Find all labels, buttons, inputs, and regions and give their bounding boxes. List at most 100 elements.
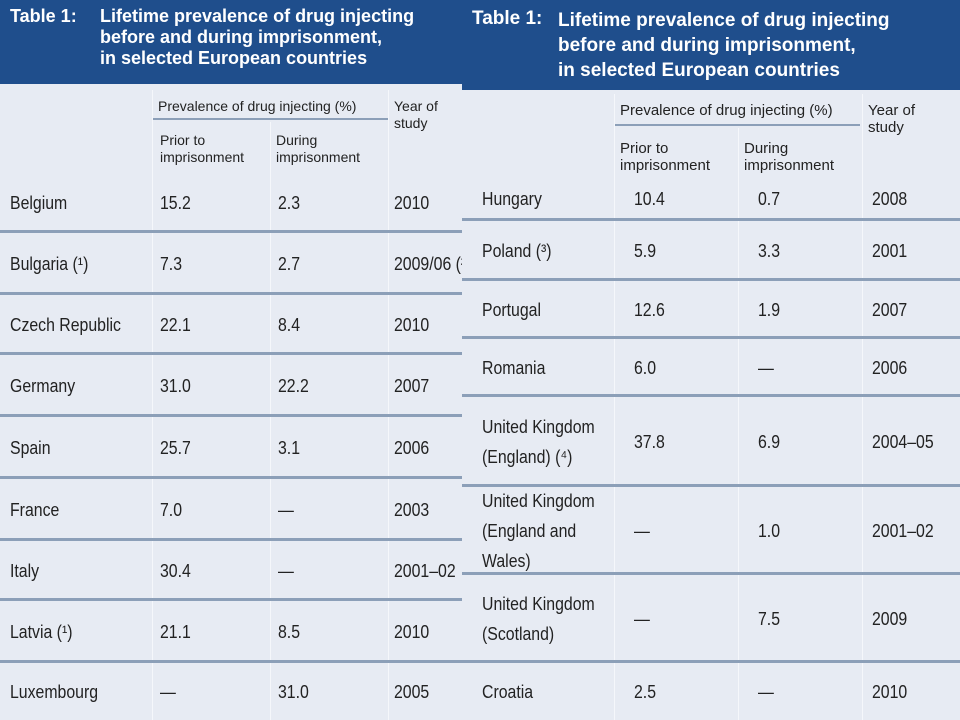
left-row-separator (0, 352, 462, 355)
right-row-separator (462, 572, 960, 575)
right-cell-during: 7.5 (758, 608, 781, 629)
left-cell-prior: 31.0 (160, 375, 191, 396)
right-row-separator (462, 336, 960, 339)
right-row-separator (462, 278, 960, 281)
left-header-prior: Prior to imprisonment (160, 132, 245, 165)
right-title-line-1: Lifetime prevalence of drug injecting (558, 10, 890, 31)
left-cell-country: Germany (10, 375, 76, 396)
left-title-line-2: before and during imprisonment, (100, 27, 383, 47)
right-cell-prior: 2.5 (634, 681, 657, 702)
left-cell-year: 2003 (394, 499, 430, 520)
left-row-separator (0, 538, 462, 541)
left-table-panel: Table 1: Lifetime prevalence of drug inj… (0, 0, 462, 720)
right-col-divider-2 (738, 128, 739, 720)
right-cell-year: 2009 (872, 608, 908, 629)
left-cell-prior: 7.3 (160, 253, 183, 274)
left-cell-country: France (10, 499, 60, 520)
left-cell-prior: 25.7 (160, 437, 191, 458)
right-cell-prior: 10.4 (634, 188, 665, 209)
left-cell-prior: 7.0 (160, 499, 183, 520)
right-title-line-3: in selected European countries (558, 60, 840, 81)
right-row-separator (462, 660, 960, 663)
left-row-separator (0, 292, 462, 295)
left-cell-during: 22.2 (278, 375, 309, 396)
right-row-separator (462, 218, 960, 221)
right-cell-prior: 6.0 (634, 357, 657, 378)
left-header-year: Year of study (394, 98, 438, 131)
left-cell-year: 2005 (394, 681, 430, 702)
left-cell-during: 2.7 (278, 253, 301, 274)
right-cell-country: Hungary (482, 188, 542, 209)
left-cell-during: 3.1 (278, 437, 301, 458)
right-cell-during: 3.3 (758, 240, 781, 261)
right-cell-country: United Kingdom (England and Wales) (482, 491, 595, 571)
left-cell-country: Luxembourg (10, 681, 99, 702)
left-cell-year: 2006 (394, 437, 430, 458)
left-cell-country: Italy (10, 560, 40, 581)
right-cell-prior: 5.9 (634, 240, 657, 261)
left-title-line-1: Lifetime prevalence of drug injecting (100, 6, 415, 26)
right-cell-prior: 37.8 (634, 431, 665, 452)
left-cell-year: 2010 (394, 192, 430, 213)
left-header-during: During imprisonment (276, 132, 361, 165)
left-col-divider-2 (270, 122, 271, 720)
right-col-divider-1 (614, 94, 615, 720)
right-cell-during: 6.9 (758, 431, 781, 452)
right-col-divider-3 (862, 94, 863, 720)
left-title-bar: Table 1: Lifetime prevalence of drug inj… (0, 0, 462, 84)
left-cell-prior: 22.1 (160, 314, 191, 335)
right-header-divider (614, 124, 860, 126)
left-cell-during: 8.5 (278, 621, 301, 642)
right-cell-during: 1.9 (758, 299, 781, 320)
right-row-separator (462, 484, 960, 487)
right-cell-year: 2004–05 (872, 431, 934, 452)
left-cell-prior: 21.1 (160, 621, 191, 642)
right-cell-year: 2008 (872, 188, 908, 209)
right-cell-during: — (758, 357, 774, 378)
left-row-separator (0, 230, 462, 233)
left-cell-during: — (278, 560, 294, 581)
right-header-during: During imprisonment (744, 140, 835, 174)
left-cell-prior: 30.4 (160, 560, 191, 581)
left-cell-year: 2009/06 (²) (394, 253, 462, 274)
right-cell-year: 2007 (872, 299, 908, 320)
right-table-label: Table 1: (472, 8, 543, 29)
right-cell-during: — (758, 681, 774, 702)
right-cell-country: Croatia (482, 681, 534, 702)
left-cell-during: 2.3 (278, 192, 301, 213)
left-cell-country: Spain (10, 437, 51, 458)
left-title-line-3: in selected European countries (100, 48, 368, 68)
right-cell-country: United Kingdom (England) (⁴) (482, 417, 595, 467)
right-table-panel: Table 1: Lifetime prevalence of drug inj… (462, 0, 960, 720)
left-cell-during: 8.4 (278, 314, 301, 335)
left-cell-prior: 15.2 (160, 192, 191, 213)
left-cell-year: 2010 (394, 621, 430, 642)
right-cell-during: 1.0 (758, 520, 781, 541)
right-table-title: Lifetime prevalence of drug injecting be… (558, 8, 890, 83)
left-cell-year: 2010 (394, 314, 430, 335)
right-cell-prior: — (634, 520, 650, 541)
right-cell-country: United Kingdom (Scotland) (482, 594, 595, 644)
left-col-divider-1 (152, 90, 153, 720)
right-cell-year: 2006 (872, 357, 908, 378)
left-table-title: Lifetime prevalence of drug injecting be… (100, 6, 414, 69)
right-cell-during: 0.7 (758, 188, 781, 209)
right-header-year: Year of study (868, 102, 915, 136)
left-header-divider (152, 118, 388, 120)
left-header-group: Prevalence of drug injecting (%) (158, 98, 357, 114)
right-cell-country: Portugal (482, 299, 542, 320)
left-row-separator (0, 476, 462, 479)
left-row-separator (0, 660, 462, 663)
left-cell-during: — (278, 499, 294, 520)
right-cell-year: 2001–02 (872, 520, 934, 541)
left-cell-country: Bulgaria (¹) (10, 253, 89, 274)
right-cell-country: Romania (482, 357, 546, 378)
right-cell-year: 2001 (872, 240, 908, 261)
right-header-group: Prevalence of drug injecting (%) (620, 102, 833, 119)
left-col-divider-3 (388, 90, 389, 720)
left-cell-year: 2001–02 (394, 560, 456, 581)
left-cell-prior: — (160, 681, 176, 702)
right-cell-country: Poland (³) (482, 240, 552, 261)
left-cell-during: 31.0 (278, 681, 309, 702)
left-table-label: Table 1: (10, 6, 77, 26)
